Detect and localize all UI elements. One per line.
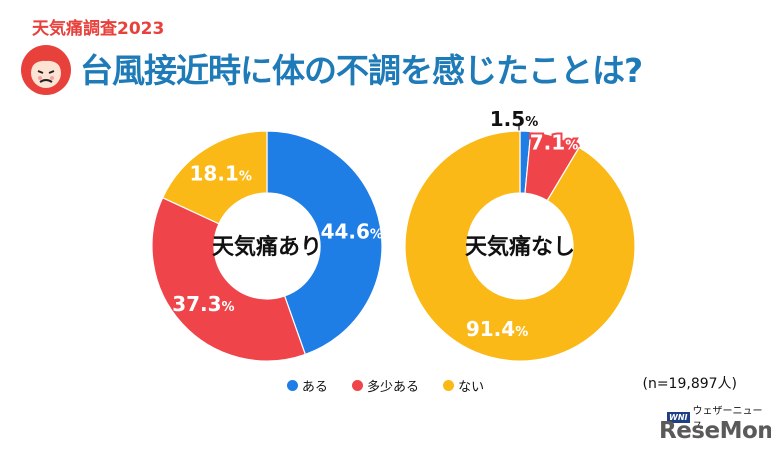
donut-2-slice-3 [404, 130, 636, 362]
donut-1-slice-1 [266, 130, 383, 356]
sample-size-note: (n=19,897人) [642, 376, 737, 392]
legend-label-yes: ある [301, 380, 328, 395]
donut-1-center-label: 天気痛あり [212, 234, 322, 260]
weathernews-mark-icon: WNI [667, 411, 690, 423]
legend-swatch-no [443, 380, 455, 391]
legend-label-no: ない [458, 380, 485, 395]
headache-face-icon [21, 45, 71, 95]
legend-label-somewhat: 多少ある [366, 380, 419, 395]
legend-item-yes: ある [286, 376, 328, 395]
resemom-logo: ReseMom [659, 418, 771, 444]
legend: ある 多少ある ない [0, 376, 771, 395]
donut-2-value-label-1: 1.5% [490, 107, 538, 131]
survey-title: 天気痛調査2023 [32, 19, 165, 39]
legend-item-no: ない [443, 376, 484, 395]
donut-1-slice-2 [151, 196, 307, 362]
weathernews-logo: WNI ウェザーニュース [667, 402, 771, 432]
donut-2-center-label: 天気痛なし [465, 234, 575, 260]
question-headline: 台風接近時に体の不調を感じたことは? [80, 51, 643, 90]
legend-swatch-somewhat [351, 380, 363, 391]
donut-1-slice-3 [161, 130, 268, 225]
weathernews-logo-text: ウェザーニュース [692, 406, 763, 432]
donut-2-value-label-2: 7.1% [530, 130, 578, 154]
legend-item-somewhat: 多少ある [351, 376, 419, 395]
legend-swatch-yes [286, 380, 298, 391]
